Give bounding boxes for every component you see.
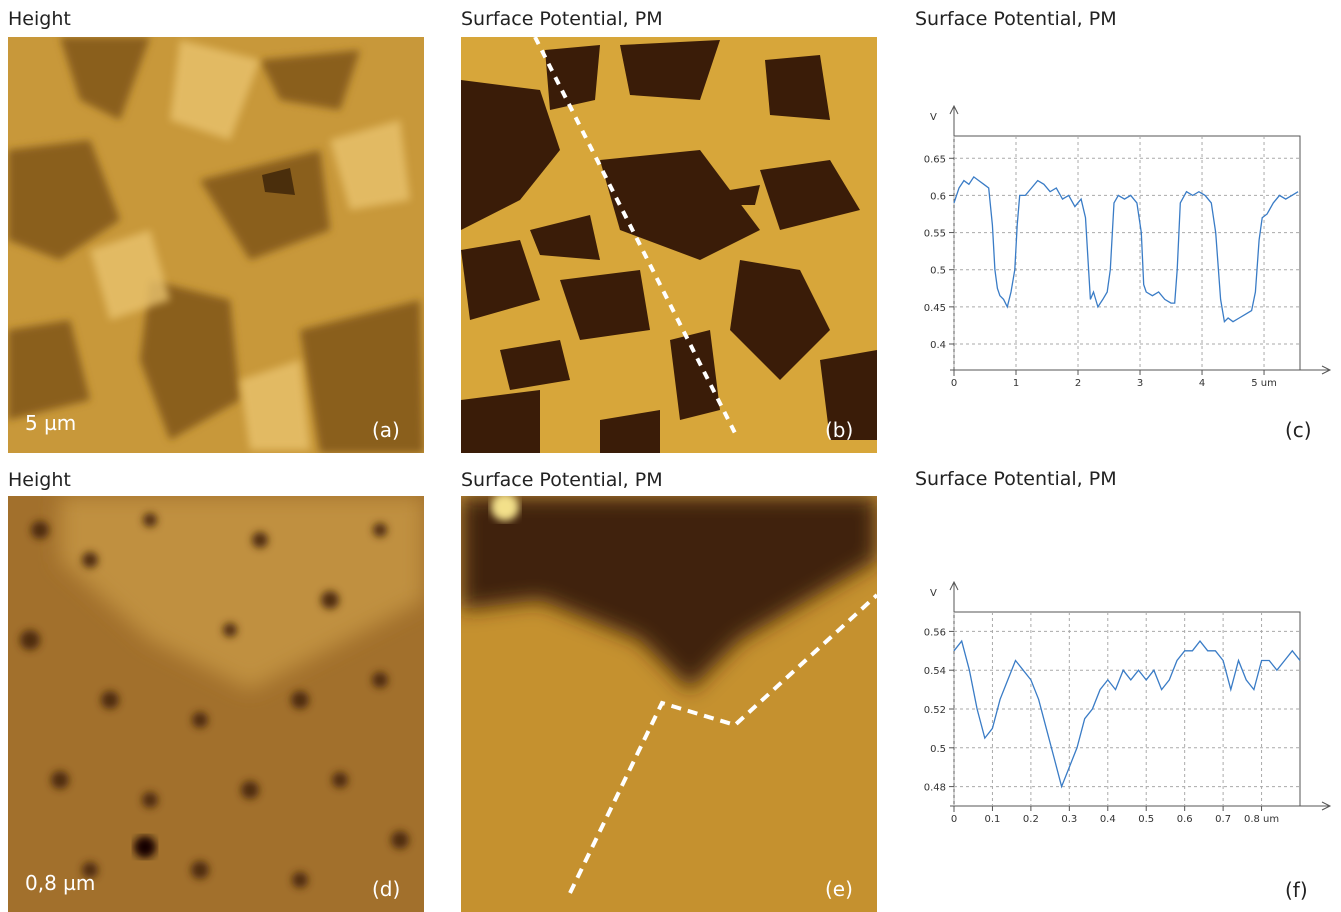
chart-title: Surface Potential, PM xyxy=(915,468,1117,490)
x-tick-label: 5 um xyxy=(1251,378,1277,389)
x-tick-label: 0.7 xyxy=(1215,814,1231,825)
panel-title: Surface Potential, PM xyxy=(461,8,663,30)
panel-title: Height xyxy=(8,8,71,30)
y-tick-label: 0.56 xyxy=(924,627,946,638)
panel-label: (d) xyxy=(372,877,400,901)
y-tick-label: 0.48 xyxy=(924,783,946,794)
x-tick-label: 0.5 xyxy=(1138,814,1154,825)
y-tick-label: 0.4 xyxy=(930,340,946,351)
x-tick-label: 0.3 xyxy=(1061,814,1077,825)
height-image xyxy=(8,37,424,453)
x-tick-label: 0.4 xyxy=(1100,814,1116,825)
x-tick-label: 0 xyxy=(951,814,957,825)
y-tick-label: 0.45 xyxy=(924,303,946,314)
y-tick-label: 0.65 xyxy=(924,154,946,165)
scale-label: 0,8 µm xyxy=(25,871,95,895)
x-tick-label: 1 xyxy=(1013,378,1019,389)
x-tick-label: 0 xyxy=(951,378,957,389)
potential-image xyxy=(461,496,877,912)
axis-arrow xyxy=(950,801,1332,811)
panel-label: (a) xyxy=(372,418,400,442)
panel-title: Height xyxy=(8,469,71,491)
y-axis-label: V xyxy=(930,588,937,599)
panel-title: Surface Potential, PM xyxy=(461,469,663,491)
panel-label: (c) xyxy=(1285,418,1312,442)
chart-title: Surface Potential, PM xyxy=(915,8,1117,30)
data-line xyxy=(953,639,1301,789)
panel-label: (f) xyxy=(1285,878,1308,902)
x-tick-label: 0.2 xyxy=(1023,814,1039,825)
y-tick-label: 0.52 xyxy=(924,705,946,716)
panel-label: (b) xyxy=(825,418,853,442)
y-tick-label: 0.5 xyxy=(930,266,946,277)
height-image xyxy=(8,496,424,912)
panel-label: (e) xyxy=(825,877,853,901)
y-tick-label: 0.54 xyxy=(924,666,946,677)
x-tick-label: 0.6 xyxy=(1177,814,1193,825)
plot-area xyxy=(953,135,1301,371)
x-tick-label: 0.8 um xyxy=(1244,814,1279,825)
data-line xyxy=(953,175,1299,324)
x-tick-label: 2 xyxy=(1075,378,1081,389)
x-tick-label: 3 xyxy=(1137,378,1143,389)
y-tick-label: 0.6 xyxy=(930,191,946,202)
potential-image xyxy=(461,37,877,453)
scale-label: 5 µm xyxy=(25,411,76,435)
y-tick-label: 0.5 xyxy=(930,744,946,755)
x-tick-label: 4 xyxy=(1199,378,1205,389)
x-tick-label: 0.1 xyxy=(984,814,1000,825)
y-tick-label: 0.55 xyxy=(924,229,946,240)
y-axis-label: V xyxy=(930,112,937,123)
